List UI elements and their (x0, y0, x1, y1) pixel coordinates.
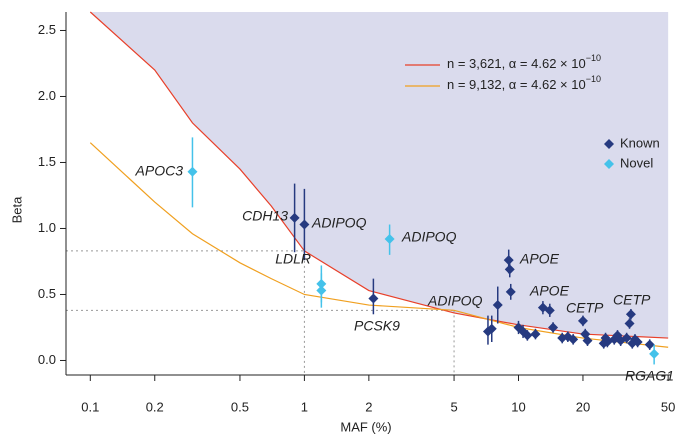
point (384, 234, 395, 245)
y-axis-label: Beta (9, 196, 24, 224)
point (299, 219, 310, 230)
y-tick-label: 2.0 (38, 88, 56, 103)
x-tick-label: 0.2 (146, 399, 164, 414)
gene-label: ADIPOQ (401, 229, 457, 245)
x-tick-label: 0.5 (231, 399, 249, 414)
gene-label: CETP (613, 292, 651, 308)
point (187, 166, 198, 177)
point (503, 255, 514, 266)
x-tick-label: 2 (365, 399, 372, 414)
gene-label: APOE (519, 251, 560, 267)
point (568, 334, 579, 345)
x-tick-label: 5 (450, 399, 457, 414)
point (504, 264, 515, 275)
point (316, 278, 327, 289)
point (548, 322, 559, 333)
legend-text: n = 3,621, α = 4.62 × 10 (447, 56, 586, 71)
gene-label: LDLR (275, 251, 311, 267)
legend-label: Known (620, 135, 660, 150)
point (492, 300, 503, 311)
legend-label: n = 3,621, α = 4.62 × 10−10 (447, 53, 601, 71)
gene-label: RGAG1 (625, 368, 674, 384)
legend-marker (604, 159, 614, 169)
point (316, 285, 327, 296)
legend-label: Novel (620, 155, 653, 170)
point (486, 323, 497, 334)
y-tick-label: 1.5 (38, 154, 56, 169)
gene-label: APOC3 (135, 163, 184, 179)
point (625, 309, 636, 320)
point (582, 335, 593, 346)
y-tick-label: 2.5 (38, 22, 56, 37)
legend-marker (604, 139, 614, 149)
y-tick-label: 0.5 (38, 286, 56, 301)
legend-label: n = 9,132, α = 4.62 × 10−10 (447, 74, 601, 92)
gene-label: PCSK9 (354, 318, 400, 334)
legend-exponent: −10 (586, 74, 601, 84)
x-tick-label: 0.1 (81, 399, 99, 414)
x-tick-label: 1 (301, 399, 308, 414)
point (505, 286, 516, 297)
point (522, 330, 533, 341)
gene-label: ADIPOQ (427, 293, 483, 309)
x-tick-label: 50 (661, 399, 675, 414)
point (577, 315, 588, 326)
point (368, 293, 379, 304)
x-tick-label: 10 (511, 399, 525, 414)
point (649, 348, 660, 359)
y-tick-label: 1.0 (38, 220, 56, 235)
power-curve (89, 142, 669, 348)
gene-label: CDH13 (242, 208, 288, 224)
legend-exponent: −10 (586, 53, 601, 63)
point (632, 337, 643, 347)
gene-label: CETP (566, 300, 604, 316)
point (544, 305, 555, 316)
significance-region (90, 12, 669, 339)
x-tick-label: 20 (576, 399, 590, 414)
point (624, 318, 635, 329)
point (289, 212, 300, 223)
point (621, 333, 632, 344)
point (530, 329, 541, 340)
legend-text: n = 9,132, α = 4.62 × 10 (447, 77, 586, 92)
gene-label: ADIPOQ (311, 215, 367, 231)
x-axis-label: MAF (%) (340, 419, 391, 434)
point (644, 339, 655, 350)
y-tick-label: 0.0 (38, 352, 56, 367)
gene-label: APOE (529, 283, 570, 299)
